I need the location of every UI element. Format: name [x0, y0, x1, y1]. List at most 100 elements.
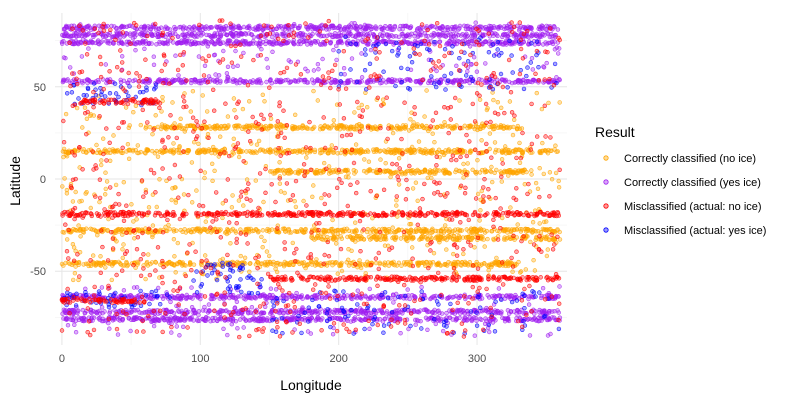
data-point — [201, 94, 205, 98]
data-point — [425, 89, 429, 93]
data-point — [243, 256, 247, 260]
data-point — [364, 91, 368, 95]
data-point — [419, 229, 423, 233]
data-point — [359, 266, 363, 270]
data-point — [429, 261, 433, 265]
data-point — [262, 311, 266, 315]
data-point — [503, 145, 507, 149]
data-point — [121, 256, 125, 260]
data-point — [397, 156, 401, 160]
data-point — [149, 262, 153, 266]
data-point — [383, 244, 387, 248]
data-point — [520, 151, 524, 155]
data-point — [433, 140, 437, 144]
data-point — [218, 32, 222, 36]
data-point — [488, 132, 492, 136]
data-point — [454, 294, 458, 298]
data-point — [270, 35, 274, 39]
data-point — [239, 294, 243, 298]
data-point — [458, 26, 462, 30]
data-point — [77, 224, 81, 228]
data-point — [320, 237, 324, 241]
data-point — [219, 308, 223, 312]
data-point — [154, 28, 158, 32]
data-point — [302, 199, 306, 203]
data-point — [80, 126, 84, 130]
data-point — [176, 262, 180, 266]
data-point — [132, 220, 136, 224]
data-point — [299, 42, 303, 46]
data-point — [435, 235, 439, 239]
data-point — [325, 28, 329, 32]
data-point — [357, 106, 361, 110]
data-point — [251, 39, 255, 43]
data-point — [556, 28, 560, 32]
data-point — [176, 309, 180, 313]
data-point — [171, 41, 175, 45]
data-point — [120, 151, 124, 155]
data-point — [222, 26, 226, 30]
data-point — [426, 176, 430, 180]
data-point — [66, 78, 70, 82]
data-point — [258, 149, 262, 153]
data-point — [257, 81, 261, 85]
data-point — [248, 262, 252, 266]
data-point — [74, 265, 78, 269]
data-point — [340, 269, 344, 273]
data-point — [312, 89, 316, 93]
data-point — [514, 293, 518, 297]
data-point — [500, 35, 504, 39]
data-point — [230, 205, 234, 209]
data-point — [476, 128, 480, 132]
data-point — [183, 130, 187, 134]
data-point — [151, 235, 155, 239]
data-point — [249, 80, 253, 84]
data-point — [518, 161, 522, 165]
data-point — [226, 115, 230, 119]
data-point — [190, 40, 194, 44]
data-point — [326, 151, 330, 155]
data-point — [239, 31, 243, 35]
data-point — [435, 125, 439, 129]
data-point — [551, 42, 555, 46]
data-point — [392, 235, 396, 239]
data-point — [416, 123, 420, 127]
data-point — [345, 41, 349, 45]
data-point — [172, 237, 176, 241]
data-point — [232, 79, 236, 83]
data-point — [493, 141, 497, 145]
data-point — [384, 229, 388, 233]
data-point — [394, 170, 398, 174]
data-point — [236, 312, 240, 316]
data-point — [151, 132, 155, 136]
data-point — [261, 93, 265, 97]
data-point — [438, 40, 442, 44]
data-point — [404, 263, 408, 267]
data-point — [414, 181, 418, 185]
data-point — [390, 261, 394, 265]
data-point — [223, 147, 227, 151]
data-point — [267, 254, 271, 258]
data-point — [144, 126, 148, 130]
data-point — [68, 35, 72, 39]
data-point — [62, 147, 66, 151]
data-point — [221, 216, 225, 220]
data-point — [113, 308, 117, 312]
data-point — [477, 77, 481, 81]
data-point — [457, 169, 461, 173]
data-point — [333, 31, 337, 35]
data-point — [219, 316, 223, 320]
data-point — [383, 237, 387, 241]
data-point — [64, 112, 68, 116]
data-point — [243, 43, 247, 47]
data-point — [147, 205, 151, 209]
data-point — [414, 80, 418, 84]
data-point — [404, 125, 408, 129]
data-point — [85, 117, 89, 121]
data-point — [410, 237, 414, 241]
data-point — [539, 230, 543, 234]
data-point — [339, 34, 343, 38]
data-point — [529, 169, 533, 173]
data-point — [120, 228, 124, 232]
